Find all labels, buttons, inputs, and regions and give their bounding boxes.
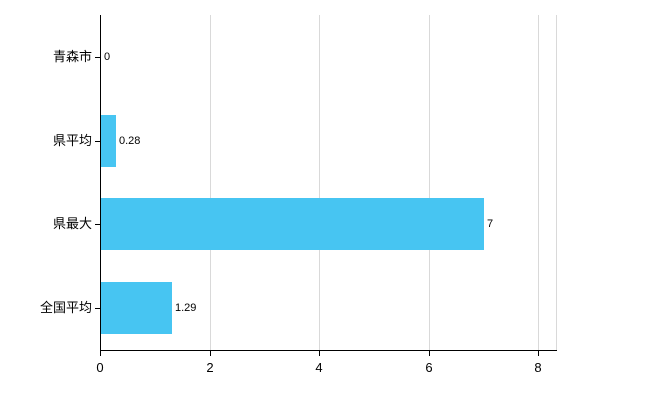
x-tick-label: 4 bbox=[315, 360, 323, 375]
category-label: 県平均 bbox=[52, 133, 92, 148]
category-label: 青森市 bbox=[52, 49, 92, 64]
bar bbox=[101, 115, 116, 167]
y-axis-line bbox=[100, 15, 101, 351]
value-label: 0.28 bbox=[119, 135, 141, 147]
x-tick-label: 2 bbox=[206, 360, 214, 375]
x-tick-label: 8 bbox=[534, 360, 542, 375]
y-axis-tick bbox=[95, 141, 100, 142]
category-label: 全国平均 bbox=[39, 300, 92, 315]
x-tick-label: 0 bbox=[96, 360, 104, 375]
gridline bbox=[319, 15, 320, 350]
x-axis-tick bbox=[100, 351, 101, 356]
y-axis-tick bbox=[95, 308, 100, 309]
y-axis-tick bbox=[95, 57, 100, 58]
x-axis-tick bbox=[538, 351, 539, 356]
gridline bbox=[429, 15, 430, 350]
category-label: 県最大 bbox=[52, 216, 92, 231]
x-axis-tick bbox=[319, 351, 320, 356]
x-axis-tick bbox=[429, 351, 430, 356]
y-axis-tick bbox=[95, 224, 100, 225]
gridline bbox=[538, 15, 539, 350]
x-tick-label: 6 bbox=[425, 360, 433, 375]
value-label: 7 bbox=[487, 218, 494, 230]
value-label: 1.29 bbox=[175, 302, 197, 314]
value-label: 0 bbox=[104, 51, 111, 63]
x-axis-tick bbox=[210, 351, 211, 356]
x-axis-line bbox=[100, 350, 557, 351]
gridline bbox=[210, 15, 211, 350]
plot-area bbox=[100, 15, 557, 350]
bar bbox=[101, 282, 172, 334]
bar bbox=[101, 198, 484, 250]
